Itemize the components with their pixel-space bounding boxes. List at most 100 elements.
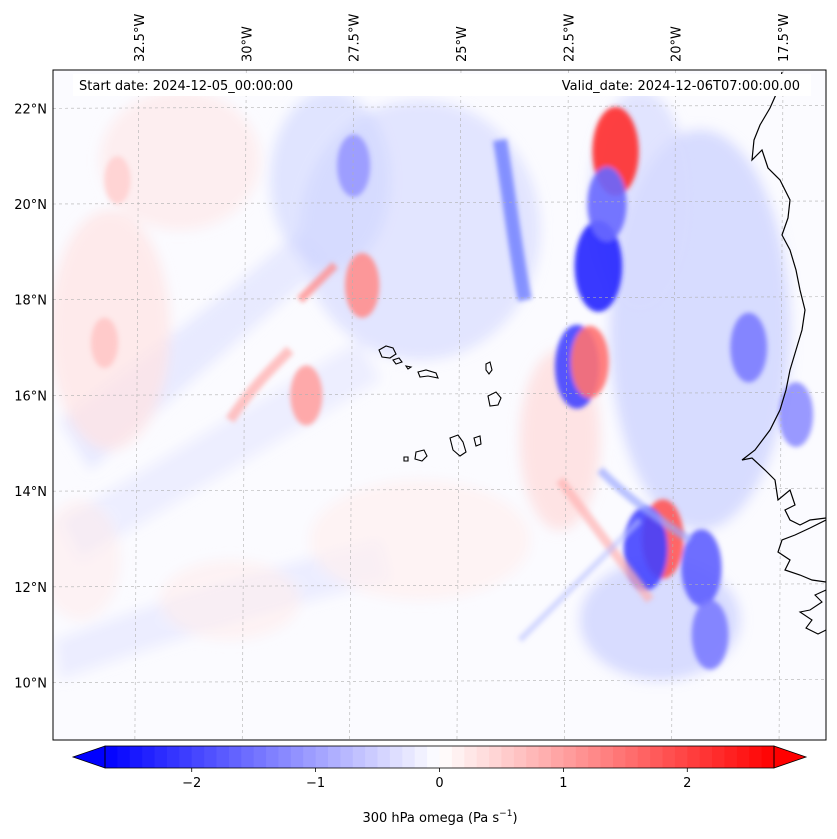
colorbar-band [489, 746, 502, 768]
colorbar-band [637, 746, 651, 768]
colorbar-band [328, 746, 341, 768]
gridline-lon [778, 70, 784, 740]
colorbar-band [154, 746, 168, 768]
colorbar-band [427, 746, 440, 768]
colorbar-band [687, 746, 701, 768]
gridlines [53, 70, 826, 740]
gridline-lon [349, 70, 354, 740]
colorbar-band [389, 746, 403, 768]
colorbar-band [761, 746, 775, 768]
field-feature-descent [90, 317, 119, 368]
field-feature-descent [345, 252, 380, 318]
colorbar-label-close: ) [512, 811, 517, 826]
lon-tick-label: 20°W [670, 26, 685, 62]
colorbar-band [241, 746, 255, 768]
colorbar-band [749, 746, 763, 768]
island-sao-vicente [392, 357, 403, 365]
gridline-lat [53, 679, 826, 683]
colorbar-band [303, 746, 317, 768]
field-feature-ascent [337, 134, 371, 197]
colorbar-band [414, 746, 428, 768]
bissagos-coast [798, 589, 826, 635]
colorbar-band [204, 746, 217, 768]
island-santo-antao [378, 345, 397, 359]
lon-tick-label: 32.5°W [133, 14, 148, 62]
lat-tick-label: 18°N [14, 294, 47, 309]
colorbar-band [712, 746, 725, 768]
lon-tick-label: 22.5°W [562, 14, 577, 62]
lat-tick-label: 22°N [14, 102, 47, 117]
colorbar-label-main: 300 hPa omega (Pa s [362, 811, 499, 826]
gridline-lat [53, 104, 826, 109]
field-feature-ascent [587, 166, 627, 242]
lat-tick-label: 16°N [14, 389, 47, 404]
field-feature-descent [290, 365, 323, 426]
island-sao-nicolau [417, 369, 439, 379]
colorbar-tick-label: 1 [559, 776, 567, 791]
lon-tick-label: 30°W [240, 26, 255, 62]
gridline-lat [53, 296, 826, 301]
colorbar-band [216, 746, 230, 768]
omega-field [53, 70, 826, 740]
colorbar-band [476, 746, 490, 768]
colorbar-band [278, 746, 292, 768]
colorbar-band [563, 746, 577, 768]
colorbar-band [105, 746, 118, 768]
island-sal [485, 361, 493, 375]
latitude-tick-labels: 10°N 12°N 14°N 16°N 18°N 20°N 22°N [14, 102, 47, 691]
colorbar-tick-label: 0 [435, 776, 443, 791]
colorbar-label-exponent: −1 [499, 809, 512, 819]
valid-date-label: Valid_date: 2024-12-06T07:00:00.00 [562, 79, 800, 94]
colorbar-band [736, 746, 750, 768]
colorbar-extend-min [71, 745, 106, 769]
colorbar-band [600, 746, 614, 768]
field-feature-ascent [574, 220, 623, 312]
gridline-lon [671, 70, 676, 740]
lat-tick-label: 20°N [14, 198, 47, 213]
colorbar-band [650, 746, 663, 768]
gridline-lon [241, 70, 247, 740]
colorbar-band [377, 746, 391, 768]
lat-tick-label: 12°N [14, 581, 47, 596]
colorbar-extend-max [773, 745, 808, 769]
gridline-lon [456, 70, 462, 740]
colorbar-band [266, 746, 279, 768]
colorbar-bands [105, 746, 775, 768]
colorbar-band [117, 746, 131, 768]
colorbar-band [551, 746, 564, 768]
colorbar-band [538, 746, 552, 768]
colorbar-band [315, 746, 329, 768]
start-date-label: Start date: 2024-12-05_00:00:00 [79, 79, 293, 94]
colorbar-label: 300 hPa omega (Pa s−1) [362, 809, 517, 826]
island-maio [473, 435, 482, 447]
colorbar-band [290, 746, 304, 768]
colorbar-band [142, 746, 156, 768]
colorbar-band [352, 746, 366, 768]
africa-coastline [741, 71, 826, 526]
colorbar-band [526, 746, 540, 768]
africa-coastline-south [777, 519, 826, 583]
island-santiago [449, 434, 467, 457]
colorbar-band [501, 746, 515, 768]
lon-tick-label: 27.5°W [348, 14, 363, 62]
field-feature-ascent [681, 529, 722, 607]
gridline-lat [53, 392, 826, 396]
colorbar-band [699, 746, 713, 768]
colorbar: −2 −1 0 1 2 300 hPa omega (Pa s−1) [71, 745, 808, 826]
longitude-tick-labels: 32.5°W 30°W 27.5°W 25°W 22.5°W 20°W 17.5°W [133, 14, 792, 62]
colorbar-band [724, 746, 738, 768]
field-streaks [225, 138, 693, 643]
colorbar-band [179, 746, 193, 768]
colorbar-tick-label: 2 [683, 776, 691, 791]
colorbar-band [575, 746, 589, 768]
island-brava [403, 456, 409, 462]
colorbar-band [625, 746, 639, 768]
colorbar-band [228, 746, 242, 768]
field-feature-ascent [778, 382, 814, 447]
colorbar-band [340, 746, 354, 768]
colorbar-band [439, 746, 453, 768]
annotation-band [73, 74, 811, 96]
gridline-lat [53, 487, 826, 492]
colorbar-band [662, 746, 676, 768]
